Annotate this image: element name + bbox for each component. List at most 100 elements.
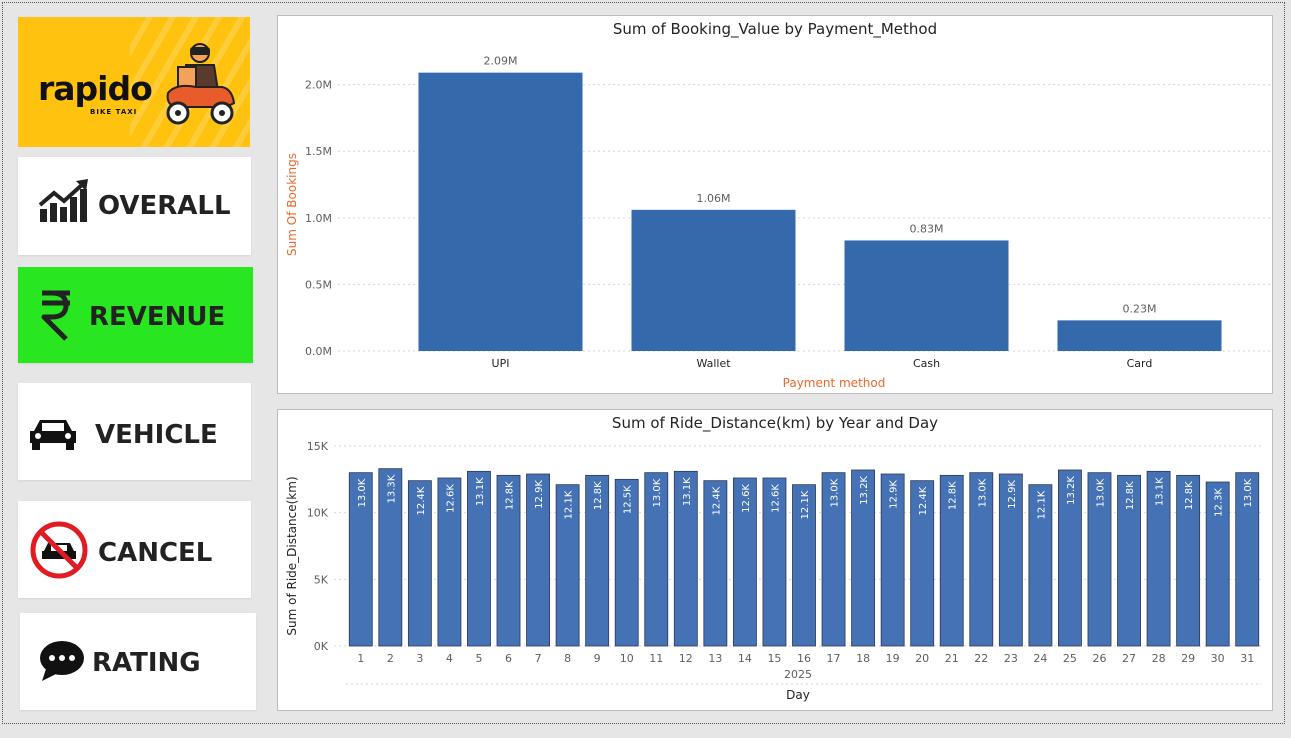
- rapido-logo: rapido BIKE TAXI: [18, 17, 250, 147]
- bar: [1087, 472, 1112, 647]
- data-label: 13.2K: [859, 476, 870, 505]
- scooter-rider-icon: [166, 43, 236, 125]
- x-tick-label: Cash: [913, 357, 940, 370]
- bar: [1117, 474, 1141, 647]
- y-tick-label: 0K: [314, 640, 329, 653]
- data-label: 13.3K: [386, 474, 397, 503]
- data-label: 1.06M: [697, 192, 731, 205]
- data-label: 13.0K: [830, 478, 841, 507]
- chart-title: Sum of Booking_Value by Payment_Method: [612, 20, 938, 38]
- x-tick-label: UPI: [492, 357, 510, 370]
- data-label: 13.0K: [652, 478, 663, 507]
- bar: [703, 480, 728, 647]
- data-label: 12.6K: [741, 484, 752, 513]
- data-label: 12.8K: [948, 481, 959, 510]
- nav-revenue-label: REVENUE: [89, 302, 226, 332]
- nav-rating-label: RATING: [92, 648, 201, 678]
- data-label: 12.6K: [770, 484, 781, 513]
- data-label: 13.1K: [475, 477, 486, 506]
- y-axis-title: Sum of Ride_Distance(km): [285, 476, 299, 635]
- nav-rating-button[interactable]: RATING: [20, 613, 256, 710]
- x-tick-label: 27: [1122, 652, 1136, 665]
- y-tick-label: 15K: [307, 440, 329, 453]
- bar: [348, 472, 373, 647]
- nav-vehicle-button[interactable]: VEHICLE: [18, 383, 251, 480]
- rupee-icon: [41, 290, 70, 341]
- x-tick-label: 9: [594, 652, 601, 665]
- logo-brand-text: rapido: [38, 69, 153, 108]
- bar: [851, 469, 876, 647]
- y-tick-label: 10K: [307, 507, 329, 520]
- y-tick-label: 5K: [314, 573, 329, 586]
- data-label: 12.8K: [1184, 481, 1195, 510]
- data-label: 12.8K: [593, 481, 604, 510]
- x-tick-label: 28: [1152, 652, 1166, 665]
- x-tick-label: 21: [945, 652, 959, 665]
- y-tick-label: 1.5M: [305, 145, 332, 158]
- y-tick-label: 1.0M: [305, 212, 332, 225]
- nav-overall-label: OVERALL: [98, 191, 231, 221]
- data-label: 12.4K: [416, 486, 427, 515]
- bar: [998, 473, 1023, 647]
- data-label: 12.4K: [918, 486, 929, 515]
- x-tick-label: Card: [1127, 357, 1153, 370]
- no-car-icon: [30, 521, 88, 579]
- bar: [969, 472, 994, 647]
- booking-value-chart-panel: Sum of Booking_Value by Payment_Method 0…: [277, 15, 1273, 394]
- x-tick-label: 12: [679, 652, 693, 665]
- data-label: 0.23M: [1123, 302, 1157, 315]
- data-label: 12.9K: [1007, 480, 1018, 509]
- bar: [1146, 470, 1171, 647]
- x-axis-title: Day: [786, 688, 810, 702]
- y-tick-label: 2.0M: [305, 79, 332, 92]
- x-tick-label: 22: [974, 652, 988, 665]
- data-label: 13.1K: [682, 477, 693, 506]
- bar: [673, 470, 698, 647]
- data-label: 13.2K: [1066, 476, 1077, 505]
- bar: [614, 478, 639, 647]
- data-label: 12.9K: [534, 480, 545, 509]
- bar: [631, 209, 796, 351]
- x-tick-label: 30: [1211, 652, 1225, 665]
- bar: [585, 474, 610, 647]
- data-label: 13.0K: [1243, 478, 1254, 507]
- bar: [407, 480, 432, 647]
- x-tick-label: 3: [416, 652, 423, 665]
- x-tick-label: 19: [886, 652, 900, 665]
- chat-bubble-icon: [40, 641, 84, 681]
- data-label: 0.83M: [910, 222, 944, 235]
- chart-title: Sum of Ride_Distance(km) by Year and Day: [611, 414, 939, 432]
- ride-distance-chart-panel: Sum of Ride_Distance(km) by Year and Day…: [277, 409, 1273, 711]
- bar: [821, 472, 846, 647]
- x-tick-label: 18: [856, 652, 870, 665]
- x-tick-label: 24: [1033, 652, 1047, 665]
- bar: [910, 480, 935, 647]
- bar: [844, 240, 1009, 351]
- bar: [526, 473, 550, 647]
- data-label: 12.8K: [505, 481, 516, 510]
- y-tick-label: 0.5M: [305, 278, 332, 291]
- bar: [467, 470, 491, 647]
- car-icon: [30, 420, 76, 450]
- bar: [555, 484, 580, 647]
- nav-revenue-button[interactable]: REVENUE: [18, 267, 253, 363]
- data-label: 12.9K: [889, 480, 900, 509]
- nav-cancel-button[interactable]: CANCEL: [18, 501, 251, 598]
- x-group-label: 2025: [784, 668, 812, 681]
- x-tick-label: 23: [1004, 652, 1018, 665]
- nav-cancel-label: CANCEL: [98, 538, 213, 568]
- data-label: 12.1K: [800, 490, 811, 519]
- data-label: 12.8K: [1125, 481, 1136, 510]
- x-tick-label: 1: [357, 652, 364, 665]
- bar: [418, 72, 583, 352]
- y-tick-label: 0.0M: [305, 345, 332, 358]
- x-tick-label: 2: [387, 652, 394, 665]
- x-tick-label: 15: [767, 652, 781, 665]
- logo-tagline: BIKE TAXI: [90, 108, 138, 116]
- data-label: 12.4K: [711, 486, 722, 515]
- bar: [939, 474, 964, 647]
- data-label: 13.1K: [1155, 477, 1166, 506]
- nav-overall-button[interactable]: OVERALL: [18, 157, 251, 255]
- x-tick-label: 26: [1092, 652, 1106, 665]
- bar: [1205, 481, 1230, 647]
